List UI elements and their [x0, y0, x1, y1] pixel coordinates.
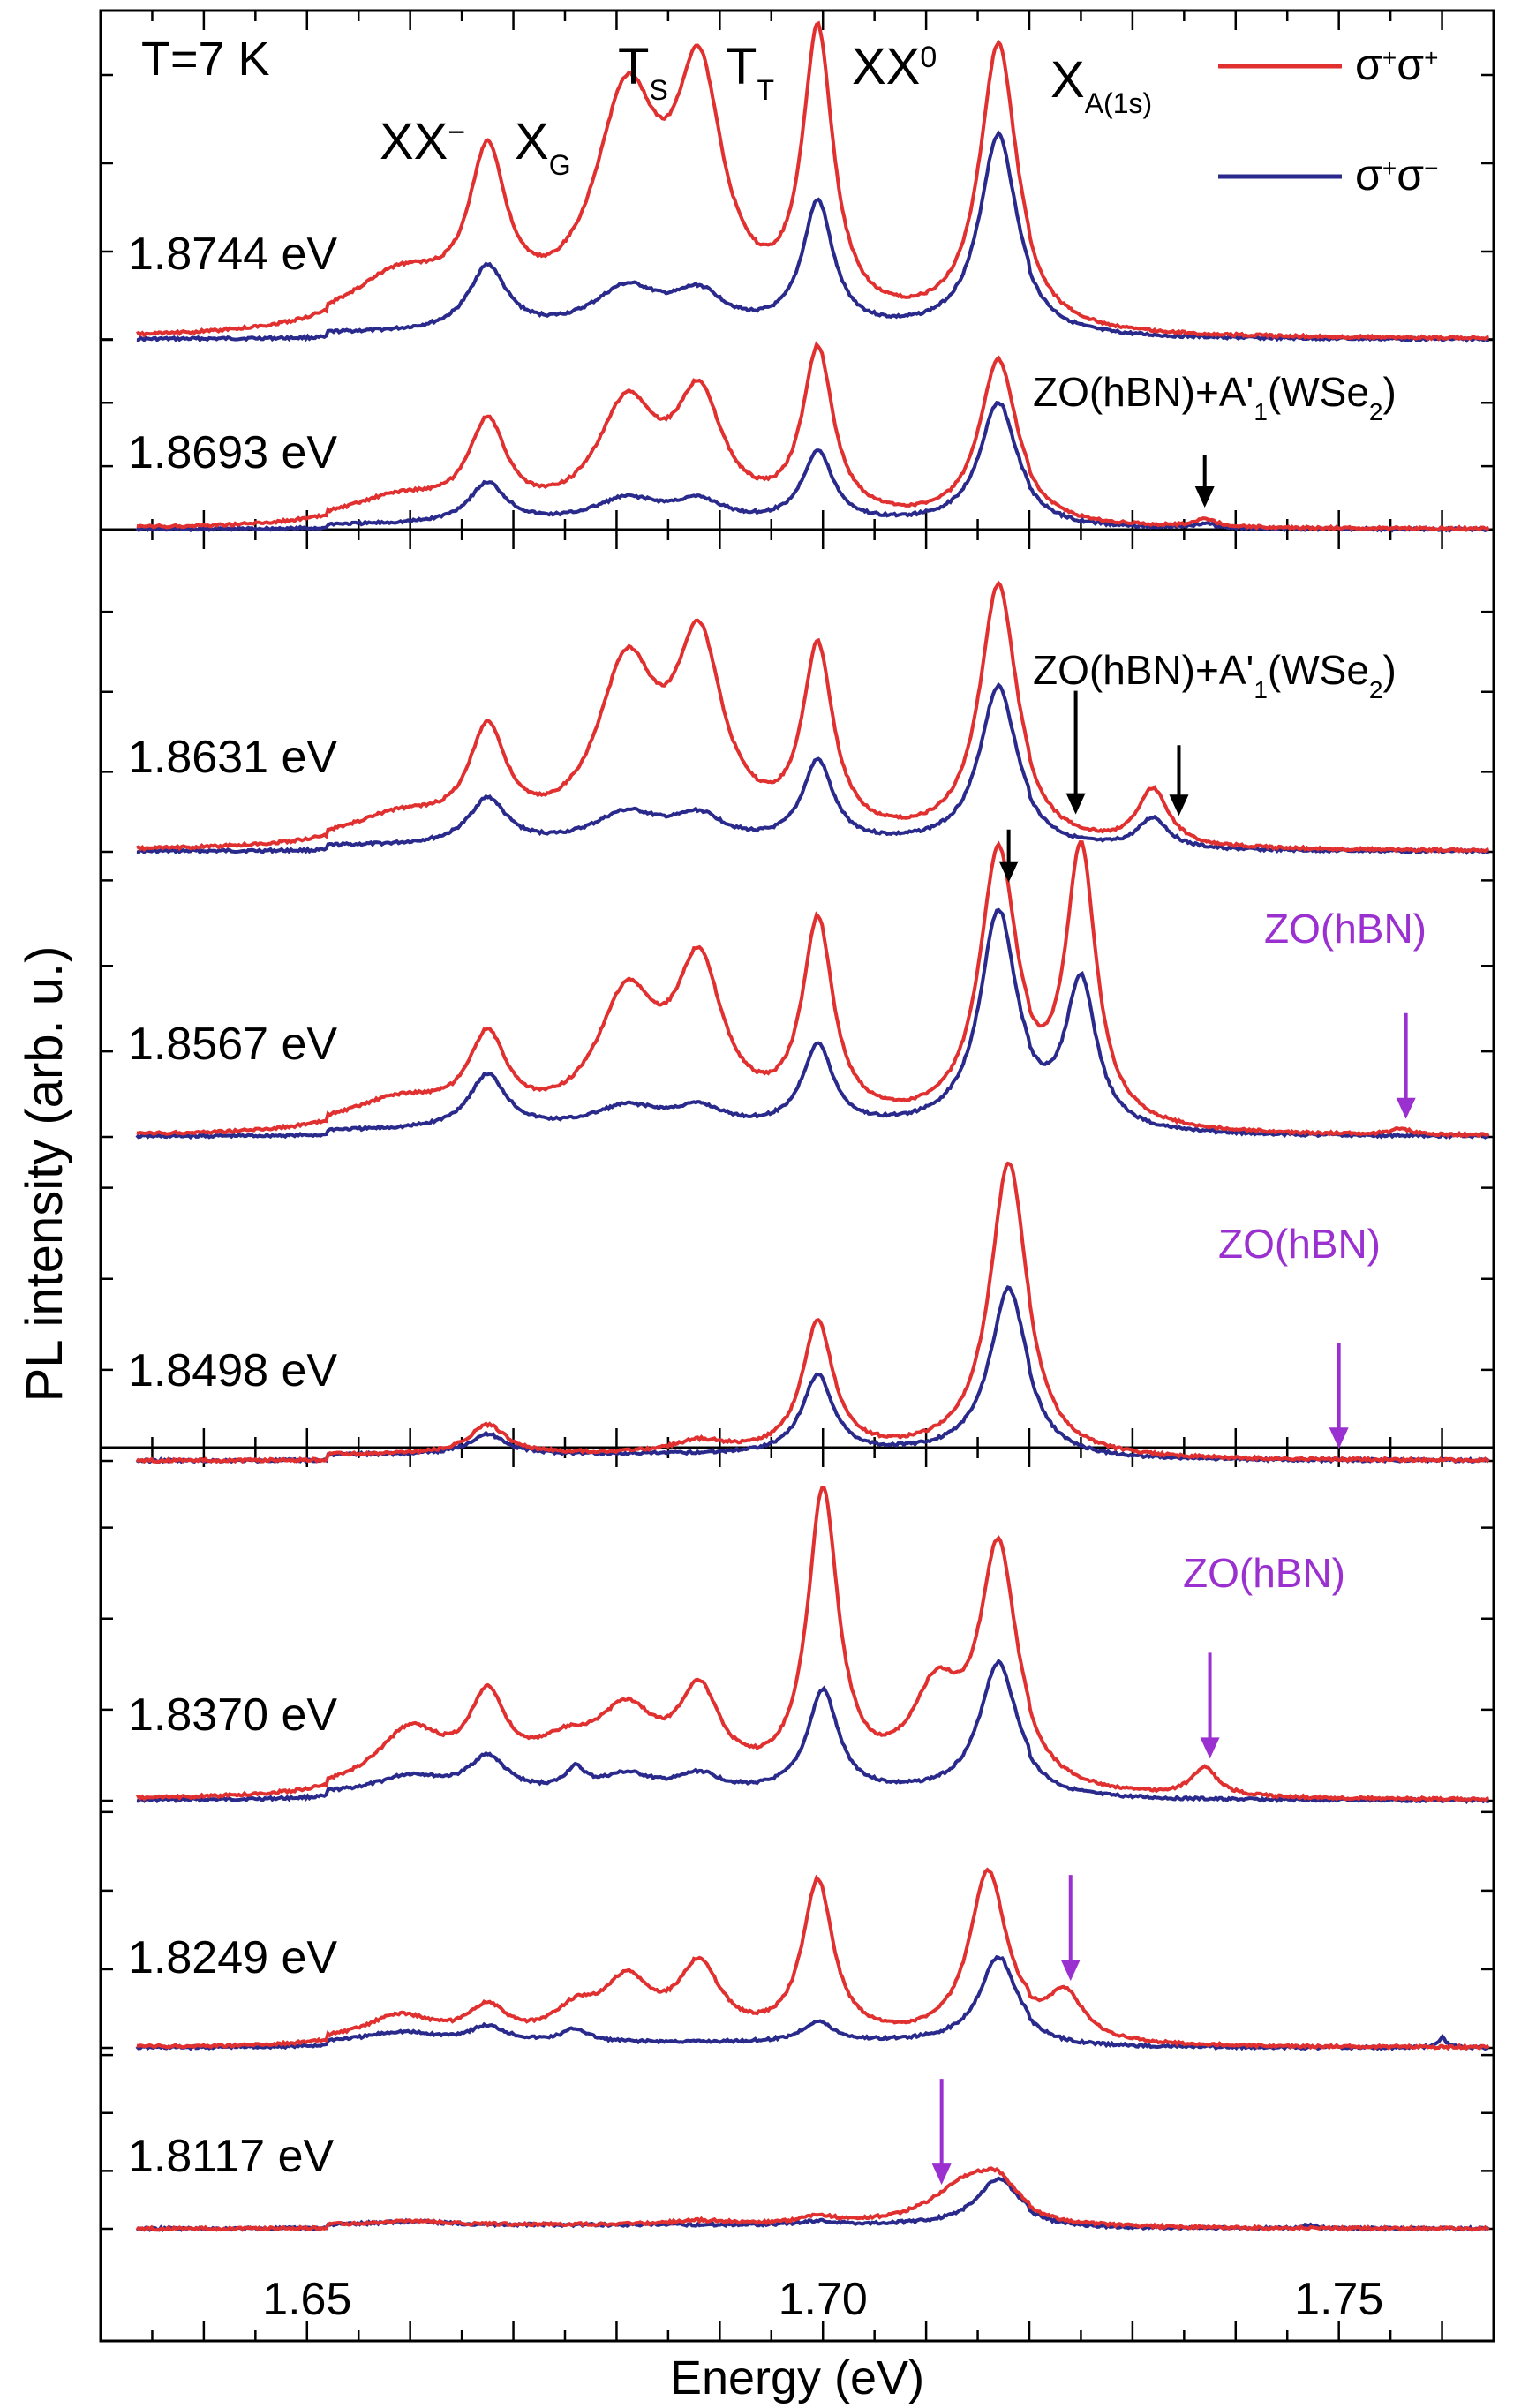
spectrum-cross-bottom-0 — [136, 1658, 1489, 1805]
excitation-energy-label: 1.8370 eV — [128, 1689, 337, 1741]
peak-arrow — [1169, 745, 1189, 816]
mode-annotation: ZO(hBN) — [1183, 1550, 1345, 1596]
panel-bottom-frame — [99, 1446, 1495, 2343]
excitation-energy-label: 1.8117 eV — [128, 2131, 335, 2182]
spectrum-cocircular-top-0 — [136, 20, 1490, 342]
y-axis-label: PL intensity (arb. u.) — [16, 946, 73, 1403]
x-tick-label: 1.75 — [1294, 2274, 1383, 2325]
peak-arrow — [1194, 454, 1215, 508]
peak-arrow-head — [1065, 793, 1086, 815]
peak-arrow-head — [1060, 1960, 1081, 1982]
x-tick-label: 1.65 — [262, 2274, 351, 2325]
mode-annotation: ZO(hBN) — [1218, 1221, 1381, 1267]
peak-arrow — [1396, 1012, 1416, 1119]
legend-label-cross: σ+σ− — [1355, 150, 1438, 199]
mode-annotation: ZO(hBN)+A'1(WSe2) — [1033, 647, 1397, 704]
spectrum-cross-top-0 — [136, 130, 1489, 343]
x-axis-label: Energy (eV) — [670, 2352, 924, 2404]
spectrum-cocircular-middle-0 — [136, 580, 1490, 854]
peak-arrow-head — [1329, 1427, 1349, 1449]
excitation-energy-label: 1.8249 eV — [128, 1932, 337, 1983]
excitation-energy-label: 1.8744 eV — [128, 229, 337, 280]
peak-label-tt: TT — [726, 38, 774, 106]
peak-label-xa1s: XA(1s) — [1050, 51, 1152, 119]
legend: σ+σ+ σ+σ− — [1218, 40, 1438, 199]
peak-arrow — [931, 2079, 952, 2186]
spectrum-cocircular-bottom-0 — [136, 1486, 1490, 1803]
peak-label-xg: XG — [515, 113, 571, 181]
peak-arrow-head — [1396, 1097, 1416, 1119]
peak-arrow-head — [1169, 794, 1189, 816]
spectrum-cocircular-bottom-1 — [136, 1867, 1490, 2051]
peak-arrow-head — [1200, 1737, 1220, 1759]
spectrum-cocircular-middle-1 — [136, 840, 1490, 1139]
spectrum-cross-middle-0 — [136, 681, 1489, 855]
mode-annotation: ZO(hBN) — [1264, 906, 1427, 952]
mode-annotation: ZO(hBN)+A'1(WSe2) — [1033, 369, 1397, 425]
excitation-energy-label: 1.8631 eV — [128, 732, 337, 783]
excitation-energy-label: 1.8693 eV — [128, 427, 337, 478]
peak-labels: XX− XG TS TT XX0 XA(1s) — [380, 38, 1152, 181]
excitation-energy-label: 1.8498 eV — [128, 1345, 337, 1396]
spectrum-cocircular-top-1 — [136, 341, 1490, 533]
spectrum-cross-middle-1 — [135, 907, 1490, 1140]
temperature-label: T=7 K — [141, 33, 270, 86]
peak-arrow — [1060, 1875, 1081, 1982]
excitation-energy-label: 1.8567 eV — [128, 1019, 337, 1070]
peak-arrow — [1329, 1343, 1349, 1449]
peak-arrow-head — [1194, 485, 1215, 508]
peak-arrow-head — [998, 861, 1019, 883]
peak-label-xx0: XX0 — [852, 38, 937, 95]
peak-arrow — [1200, 1652, 1220, 1759]
spectrum-cocircular-bottom-2 — [135, 2166, 1490, 2232]
peak-arrow — [1065, 690, 1086, 815]
x-tick-label: 1.70 — [779, 2274, 868, 2325]
peak-label-xx-minus: XX− — [380, 113, 465, 170]
peak-label-ts: TS — [618, 38, 668, 106]
peak-arrow-head — [931, 2163, 952, 2186]
spectrum-cocircular-middle-2 — [135, 1161, 1490, 1464]
peak-arrow — [998, 829, 1019, 883]
legend-label-cocircular: σ+σ+ — [1355, 40, 1438, 89]
